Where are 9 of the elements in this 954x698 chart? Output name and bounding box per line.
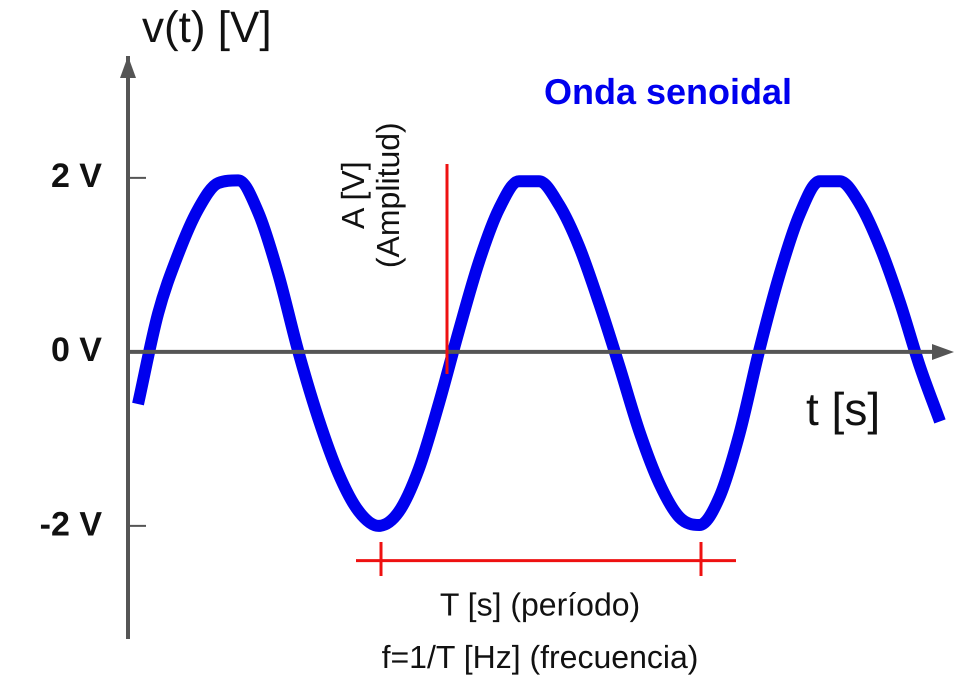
y-tick-label: 0 V <box>50 331 102 370</box>
annotation: f=1/T [Hz] (frecuencia) <box>380 639 700 676</box>
y-tick-label: -2 V <box>40 505 102 544</box>
chart-title: Onda senoidal <box>544 71 792 112</box>
y-axis-title: v(t) [V] <box>142 3 272 52</box>
x-axis-title: t [s] <box>806 383 880 435</box>
y-tick-label: 2 V <box>50 157 102 196</box>
ref-line-label: T [s] (período) <box>440 586 640 623</box>
annotation: A [V] (Amplitud) <box>334 121 406 270</box>
